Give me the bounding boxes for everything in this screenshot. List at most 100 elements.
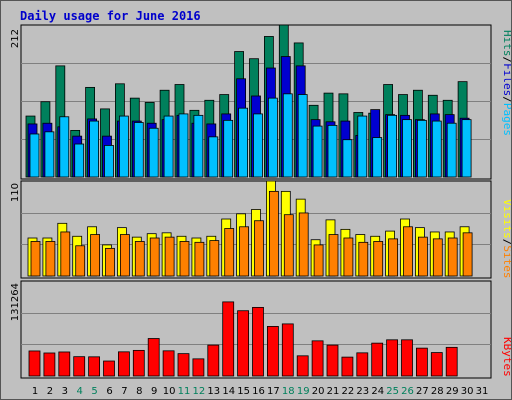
day-label: 22 [342,386,355,397]
day-label: 28 [431,386,444,397]
sites-bar [209,240,220,277]
kbytes-bar [445,346,458,377]
pages-bar [372,137,383,178]
kbytes-bar [386,339,399,377]
pages-bar [431,120,442,178]
legend-sep-3: / [501,239,511,246]
kbytes-bar [326,344,339,377]
kbytes-bar [177,353,190,377]
sites-bar [447,237,458,277]
kbytes-bar [88,356,100,377]
sites-bar [164,236,175,277]
day-label: 5 [91,386,97,397]
pages-bar [89,120,99,178]
sites-bar [462,232,473,277]
day-label: 21 [327,386,340,397]
pages-bar [133,122,144,178]
pages-bar [193,114,204,178]
pages-bar [446,122,457,178]
kbytes-bar [73,356,86,377]
pages-bar [297,94,308,178]
day-label: 10 [163,386,176,397]
chart-title: Daily usage for June 2016 [20,9,201,23]
pages-bar [104,145,114,178]
kbytes-bar [43,352,56,377]
kbytes-bar [237,310,250,377]
pages-bar [238,107,249,178]
pages-bar [342,139,353,178]
pages-bar [282,93,293,178]
pages-bar [119,115,129,178]
pages-bar [312,125,323,178]
sites-bar [105,247,115,277]
pages-bar [163,115,174,178]
kbytes-bar [311,340,324,377]
day-label: 8 [136,386,142,397]
day-label: 19 [297,386,310,397]
day-label: 6 [106,386,112,397]
y-max-label-visits: 110 [10,183,21,202]
kbytes-bar [118,351,130,377]
kbytes-bar [252,306,264,377]
day-label: 25 [386,386,399,397]
day-label: 16 [252,386,265,397]
day-label: 15 [237,386,250,397]
kbytes-bar [162,350,175,377]
kbytes-bar [103,360,115,377]
legend-pages: Pages [501,103,511,136]
pages-bar [223,119,234,178]
legend-hits-files-pages: Hits/Files/Pages [501,30,511,136]
sites-bar [373,241,384,277]
kbytes-bar [415,347,428,377]
pages-bar [387,114,398,178]
sites-bar [432,238,443,277]
pages-bar [29,133,40,178]
sites-bar [60,231,71,277]
pages-bar [461,119,472,178]
sites-bar [298,212,309,277]
kbytes-bar [430,352,443,377]
kbytes-bar [296,355,309,377]
sites-bar [283,214,294,277]
kbytes-bar [266,326,279,377]
day-label: 27 [416,386,429,397]
sites-bar [179,241,190,277]
day-label: 12 [193,386,206,397]
kbytes-bar [341,356,354,377]
day-label: 3 [62,386,68,397]
day-label: 14 [222,386,235,397]
day-label: 31 [476,386,489,397]
pages-bar [178,113,189,178]
pages-bar [267,97,278,178]
day-label: 9 [151,386,157,397]
day-label: 26 [401,386,414,397]
day-label: 29 [446,386,459,397]
pages-bar [253,113,263,178]
pages-bar [357,115,368,178]
kbytes-bar [192,358,205,377]
day-label: 2 [47,386,53,397]
legend-files: Files [501,63,511,96]
pages-bar [44,131,55,178]
y-max-label-kbytes: 131264 [10,283,21,321]
day-label: 24 [371,386,384,397]
sites-bar [388,238,399,277]
pages-bar [148,127,159,178]
sites-bar [75,245,86,277]
kbytes-bar [58,351,71,377]
pages-bar [327,124,338,178]
day-label: 4 [77,386,83,397]
day-label: 30 [461,386,474,397]
pages-bar [74,143,85,178]
sites-bar [120,234,130,277]
day-label: 17 [267,386,280,397]
legend-visits-sites: Visits/Sites [501,199,511,279]
sites-bar [224,228,235,277]
sites-bar [343,237,354,277]
y-max-label-hits: 212 [10,29,21,48]
sites-bar [313,244,324,277]
sites-bar [90,234,100,277]
day-label: 13 [207,386,220,397]
sites-bar [358,241,369,277]
